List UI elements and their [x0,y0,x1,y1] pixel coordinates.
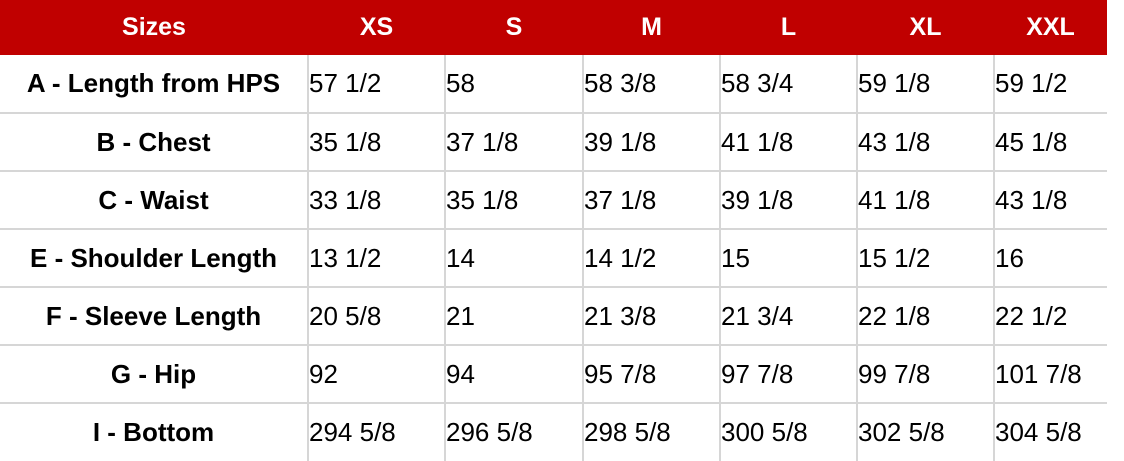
value-cell: 14 1/2 [583,228,721,287]
table-row: F - Sleeve Length 20 5/8 21 21 3/8 21 3/4 22 … [0,286,1107,345]
value-cell: 21 3/4 [720,286,858,345]
value-cell: 300 5/8 [720,402,858,461]
value-cell: 43 1/8 [994,170,1107,229]
header-cell-size-s: S [445,0,583,55]
value-cell: 13 1/2 [308,228,446,287]
row-label: G - Hip [0,344,309,403]
value-cell: 35 1/8 [308,112,446,171]
row-label: E - Shoulder Length [0,228,309,287]
value-cell: 58 3/8 [583,55,721,113]
row-label: A - Length from HPS [0,55,309,113]
value-cell: 41 1/8 [720,112,858,171]
table-row: E - Shoulder Length 13 1/2 14 14 1/2 15 15 1/… [0,228,1107,287]
value-cell: 298 5/8 [583,402,721,461]
value-cell: 15 [720,228,858,287]
header-cell-size-xl: XL [857,0,994,55]
value-cell: 37 1/8 [445,112,584,171]
value-cell: 92 [308,344,446,403]
value-cell: 39 1/8 [583,112,721,171]
value-cell: 45 1/8 [994,112,1107,171]
row-label: B - Chest [0,112,309,171]
value-cell: 296 5/8 [445,402,584,461]
value-cell: 294 5/8 [308,402,446,461]
value-cell: 21 3/8 [583,286,721,345]
value-cell: 41 1/8 [857,170,995,229]
value-cell: 33 1/8 [308,170,446,229]
value-cell: 58 3/4 [720,55,858,113]
header-cell-size-xxl: XXL [994,0,1107,55]
row-label: F - Sleeve Length [0,286,309,345]
value-cell: 95 7/8 [583,344,721,403]
header-cell-size-l: L [720,0,857,55]
value-cell: 22 1/2 [994,286,1107,345]
header-cell-size-xs: XS [308,0,445,55]
value-cell: 16 [994,228,1107,287]
header-cell-sizes: Sizes [0,0,308,55]
value-cell: 15 1/2 [857,228,995,287]
size-chart-body: A - Length from HPS 57 1/2 58 58 3/8 58 3/4 5… [0,55,1107,461]
header-row: Sizes XS S M L XL XXL [0,0,1107,55]
value-cell: 302 5/8 [857,402,995,461]
value-cell: 20 5/8 [308,286,446,345]
value-cell: 59 1/2 [995,68,1068,98]
row-label: C - Waist [0,170,309,229]
value-cell: 304 5/8 [994,402,1107,461]
table-row: I - Bottom 294 5/8 296 5/8 298 5/8 300 5/8 30… [0,402,1107,461]
value-cell: 101 7/8 [994,344,1107,403]
value-cell: 14 [445,228,584,287]
value-cell: 99 7/8 [857,344,995,403]
table-row: A - Length from HPS 57 1/2 58 58 3/8 58 3/4 5… [0,55,1107,113]
value-cell: 43 1/8 [857,112,995,171]
value-cell: 35 1/8 [445,170,584,229]
header-cell-size-m: M [583,0,720,55]
value-cell: 37 1/8 [583,170,721,229]
value-cell: 57 1/2 [308,55,446,113]
value-cell: 59 1/8 [857,55,995,113]
table-row: G - Hip 92 94 95 7/8 97 7/8 99 7/8 101 7/8 [0,344,1107,403]
row-label: I - Bottom [0,402,309,461]
value-cell: 22 1/8 [857,286,995,345]
value-cell: 94 [445,344,584,403]
table-row: C - Waist 33 1/8 35 1/8 37 1/8 39 1/8 41 1/8 4… [0,170,1107,229]
value-cell: 58 [445,55,584,113]
value-cell: 97 7/8 [720,344,858,403]
table-row: B - Chest 35 1/8 37 1/8 39 1/8 41 1/8 43 1/8 4… [0,112,1107,171]
value-cell: 21 [445,286,584,345]
value-cell: 39 1/8 [720,170,858,229]
